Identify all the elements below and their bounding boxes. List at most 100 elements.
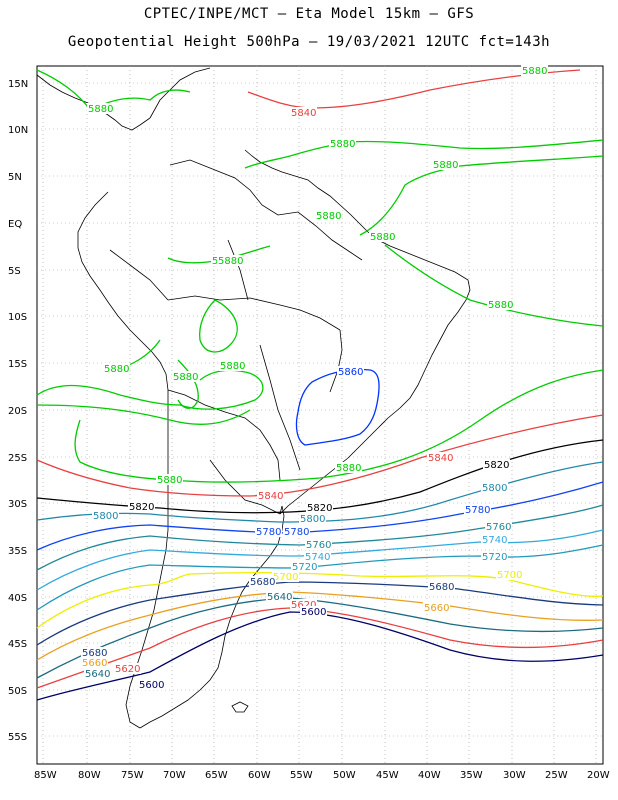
- contour-label-bg: [114, 663, 141, 674]
- contour-label-5740: 5740: [305, 552, 330, 563]
- contour-label-5620: 5620: [115, 664, 140, 675]
- contour-label-bg: [481, 534, 508, 545]
- lat-tick-label: 45S: [8, 639, 27, 650]
- lat-tick-label: 15S: [8, 359, 27, 370]
- contour-label-5720: 5720: [482, 552, 507, 563]
- lat-tick-label: 40S: [8, 593, 27, 604]
- contour-label-bg: [335, 462, 362, 473]
- contour-label-bg: [300, 606, 327, 617]
- contour-label-5660: 5660: [82, 658, 107, 669]
- contour-label-5700: 5700: [273, 572, 298, 583]
- contour-label-bg: [496, 569, 523, 580]
- contour-label-bg: [219, 360, 246, 371]
- lon-tick-label: 25W: [545, 770, 568, 781]
- contour-label-5760: 5760: [486, 522, 511, 533]
- contour-label-bg: [306, 502, 333, 513]
- longitude-labels: 85W 80W 75W 70W 65W 60W 55W 50W 45W 40W 35W 30W 25W 2…: [34, 770, 610, 781]
- contour-label-5820: 5820: [484, 460, 509, 471]
- latitude-labels: 15N 10N 5N EQ 5S 10S 15S 20S 25S 30S 35S 40S 45S 50S 5…: [8, 79, 28, 743]
- lat-tick-label: 25S: [8, 453, 27, 464]
- lat-tick-label: 20S: [8, 406, 27, 417]
- contour-label-5700: 5700: [497, 570, 522, 581]
- lat-tick-label: 5N: [8, 172, 22, 183]
- contour-label-5760: 5760: [306, 540, 331, 551]
- contour-label-5880: 5880: [522, 66, 547, 77]
- contour-label-5880: 5880: [370, 232, 395, 243]
- lon-tick-label: 55W: [290, 770, 313, 781]
- contour-label-5640: 5640: [267, 592, 292, 603]
- contour-label-5880: 5880: [104, 364, 129, 375]
- contour-label-5680: 5680: [250, 577, 275, 588]
- contour-label-bg: [156, 474, 183, 485]
- contour-label-5660: 5660: [424, 603, 449, 614]
- contour-label-bg: [304, 551, 331, 562]
- contour-label-bg: [329, 138, 356, 149]
- contour-label-bg: [87, 103, 114, 114]
- contour-label-bg: [291, 561, 318, 572]
- lat-tick-label: 30S: [8, 499, 27, 510]
- lon-tick-label: 50W: [333, 770, 356, 781]
- contour-label-bg: [427, 452, 454, 463]
- contour-label-5680: 5680: [429, 582, 454, 593]
- contour-label-5740: 5740: [482, 535, 507, 546]
- contour-label-5880: 5880: [218, 256, 243, 267]
- contour-label-bg: [128, 501, 155, 512]
- lat-tick-label: 10S: [8, 312, 27, 323]
- contour-label-5780: 5780: [465, 505, 490, 516]
- contour-label-bg: [103, 363, 130, 374]
- contour-label-5880: 5880: [157, 475, 182, 486]
- contour-label-5880: 5880: [488, 300, 513, 311]
- map-subtitle: Geopotential Height 500hPa – 19/03/2021 …: [67, 34, 551, 50]
- contour-label-5620: 5620: [291, 600, 316, 611]
- contour-label-5600: 5600: [301, 607, 326, 618]
- lat-tick-label: 10N: [8, 125, 28, 136]
- contour-label-bg: [172, 371, 199, 382]
- contour-label-5720: 5720: [292, 562, 317, 573]
- contour-label-bg: [92, 510, 119, 521]
- contour-label-bg: [521, 65, 548, 76]
- lon-tick-label: 70W: [163, 770, 186, 781]
- contour-label-bg: [481, 482, 508, 493]
- contour-label-bg: [81, 647, 108, 658]
- contour-labels: 5880 5880 5880 5880 5880 5880 5880 5880 5880 5880…: [81, 65, 548, 691]
- lat-tick-label: EQ: [8, 219, 22, 230]
- contour-label-5880: 5880: [330, 139, 355, 150]
- contour-label-bg: [255, 526, 282, 537]
- lat-tick-label: 15N: [8, 79, 28, 90]
- contour-lines: [36, 69, 604, 701]
- lat-tick-label: 50S: [8, 686, 27, 697]
- contour-label-bg: [217, 255, 244, 266]
- contour-label-5800: 5800: [93, 511, 118, 522]
- contour-label-5880: 5880: [220, 361, 245, 372]
- contour-label-5880: 5880: [173, 372, 198, 383]
- contour-label-5600: 5600: [139, 680, 164, 691]
- contour-label-bg: [464, 504, 491, 515]
- contour-label-bg: [84, 668, 111, 679]
- contour-label-5800: 5800: [300, 514, 325, 525]
- contour-label-5880: 5880: [433, 160, 458, 171]
- lon-tick-label: 30W: [503, 770, 526, 781]
- map-title: CPTEC/INPE/MCT – Eta Model 15km – GFS: [143, 6, 475, 22]
- lat-tick-label: 5S: [8, 266, 21, 277]
- contour-label-5840: 5840: [258, 491, 283, 502]
- contour-label-5680: 5680: [82, 648, 107, 659]
- contour-label-5820: 5820: [129, 502, 154, 513]
- lon-tick-label: 20W: [587, 770, 610, 781]
- contour-label-bg: [290, 599, 317, 610]
- contour-label-bg: [369, 231, 396, 242]
- lon-tick-label: 75W: [121, 770, 144, 781]
- contour-label-5840: 5840: [428, 453, 453, 464]
- contour-label-bg: [138, 679, 165, 690]
- contour-label-bg: [81, 657, 108, 668]
- contour-label-bg: [272, 571, 299, 582]
- contour-label-bg: [432, 159, 459, 170]
- contour-label-bg: [299, 513, 326, 524]
- contour-label-bg: [485, 521, 512, 532]
- contour-label-bg: [337, 366, 364, 377]
- lat-tick-label: 55S: [8, 732, 27, 743]
- contour-label-bg: [481, 551, 508, 562]
- contour-label-5780: 5780: [256, 527, 281, 538]
- contour-label-bg: [423, 602, 450, 613]
- lon-tick-label: 80W: [78, 770, 101, 781]
